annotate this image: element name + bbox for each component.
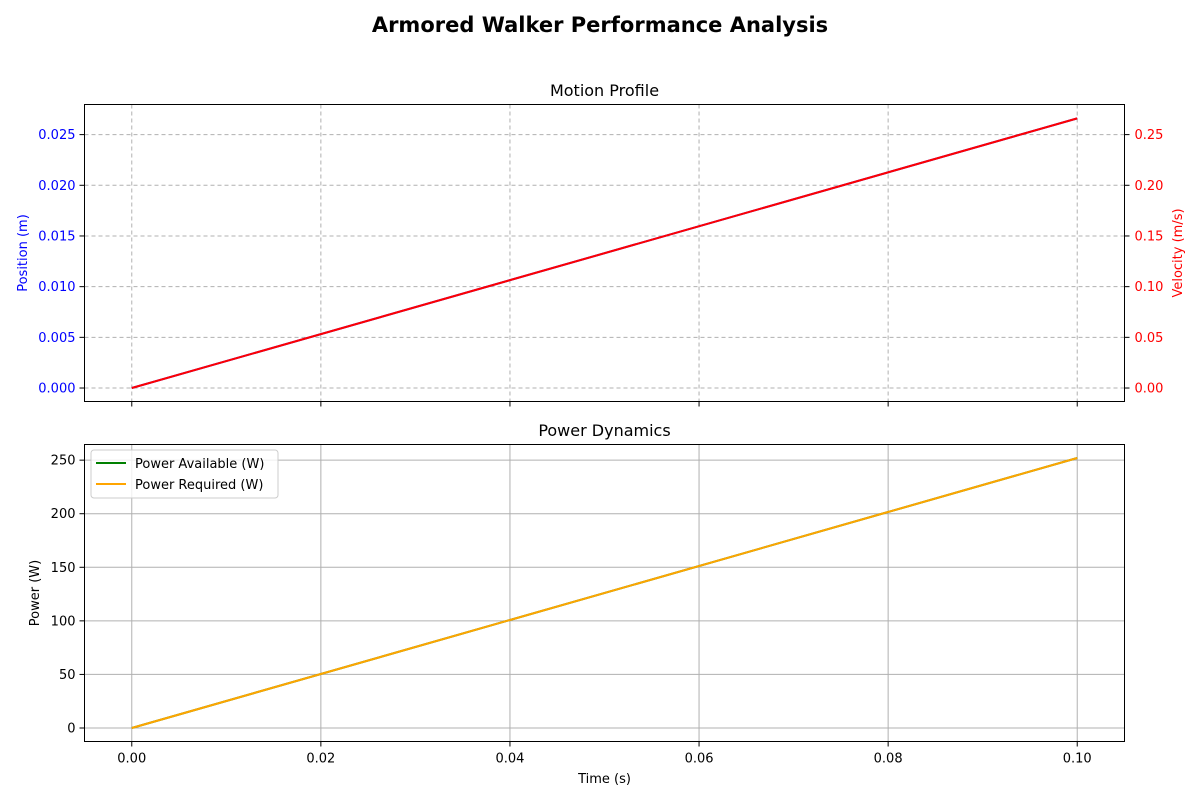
power-axis-tick-label: 150 <box>51 561 76 576</box>
position-axis-label: Position (m) <box>16 214 31 292</box>
velocity-axis-tick-label: 0.00 <box>1135 382 1164 397</box>
motion-profile-axes-frame <box>84 104 1125 402</box>
velocity-axis-tick-label: 0.25 <box>1135 128 1164 143</box>
time-axis-label: Time (s) <box>577 772 631 787</box>
legend-label-power-available: Power Available (W) <box>135 457 264 472</box>
power-legend: Power Available (W) Power Required (W) <box>90 449 279 499</box>
velocity-axis-tick-label: 0.10 <box>1135 280 1164 295</box>
position-axis-tick-label: 0.015 <box>38 229 75 244</box>
time-axis-tick-label: 0.00 <box>117 752 146 767</box>
position-axis-ticks: 0.000 0.005 0.010 0.015 0.020 0.025 <box>38 128 85 397</box>
motion-profile-x-ticks <box>131 401 1078 407</box>
power-required-series-line <box>131 457 1078 729</box>
motion-profile-panel: Motion Profile 0.000 0.005 0.010 0.015 0.020… <box>16 81 1186 407</box>
position-axis-tick-label: 0.000 <box>38 382 75 397</box>
time-axis-tick-label: 0.06 <box>685 752 714 767</box>
motion-profile-lines <box>131 117 1078 389</box>
power-axis-ticks: 0 50 100 150 200 250 <box>51 454 85 737</box>
power-axis-tick-label: 200 <box>51 507 76 522</box>
power-dynamics-axes-frame <box>84 444 1125 742</box>
position-axis-tick-label: 0.020 <box>38 179 75 194</box>
power-axis-tick-label: 0 <box>67 722 75 737</box>
power-axis-tick-label: 100 <box>51 614 76 629</box>
velocity-series-line <box>131 117 1078 389</box>
power-dynamics-panel: Power Dynamics 0.00 0.02 0.04 0.06 0.08 0.10 … <box>28 421 1125 787</box>
velocity-axis-tick-label: 0.15 <box>1135 229 1164 244</box>
motion-profile-grid <box>84 104 1125 402</box>
velocity-axis-label: Velocity (m/s) <box>1171 208 1186 297</box>
time-axis-tick-label: 0.08 <box>874 752 903 767</box>
time-axis-tick-label: 0.02 <box>306 752 335 767</box>
power-axis-label: Power (W) <box>28 560 43 626</box>
time-axis-tick-label: 0.10 <box>1063 752 1092 767</box>
position-axis-tick-label: 0.005 <box>38 331 75 346</box>
velocity-axis-tick-label: 0.20 <box>1135 179 1164 194</box>
motion-profile-title: Motion Profile <box>550 81 659 100</box>
legend-box <box>90 449 279 499</box>
velocity-axis-ticks: 0.00 0.05 0.10 0.15 0.20 0.25 <box>1124 128 1164 397</box>
power-axis-tick-label: 250 <box>51 454 76 469</box>
position-axis-tick-label: 0.010 <box>38 280 75 295</box>
velocity-axis-tick-label: 0.05 <box>1135 331 1164 346</box>
power-dynamics-lines <box>131 457 1078 729</box>
legend-label-power-required: Power Required (W) <box>135 478 263 493</box>
time-axis-tick-label: 0.04 <box>495 752 524 767</box>
power-axis-tick-label: 50 <box>59 668 76 683</box>
power-dynamics-title: Power Dynamics <box>538 421 670 440</box>
position-axis-tick-label: 0.025 <box>38 128 75 143</box>
power-dynamics-x-ticks: 0.00 0.02 0.04 0.06 0.08 0.10 <box>117 741 1092 767</box>
figure-title: Armored Walker Performance Analysis <box>372 13 828 37</box>
